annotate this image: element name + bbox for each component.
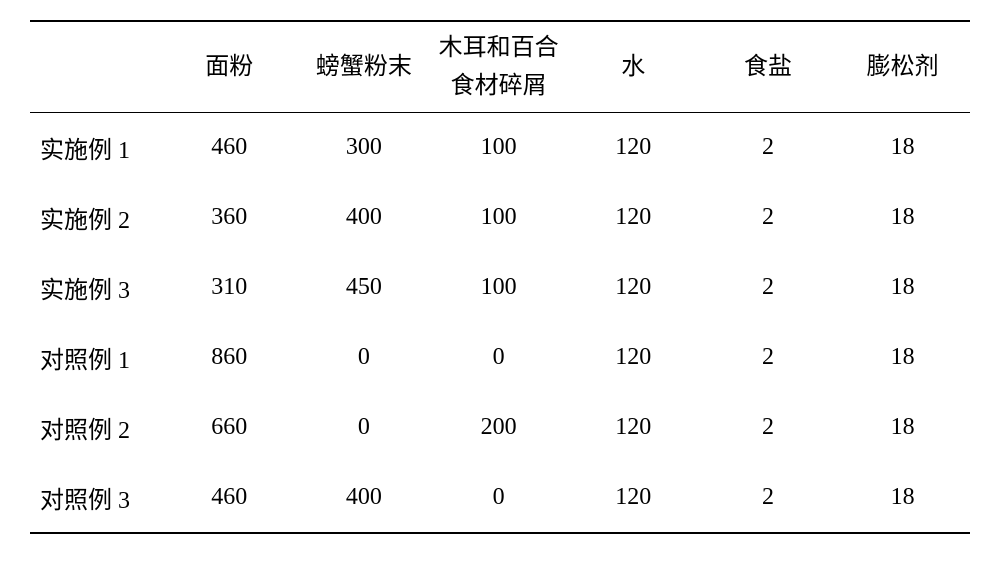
cell-water: 120 [566, 183, 701, 253]
cell-salt: 2 [701, 323, 836, 393]
cell-crab: 400 [297, 463, 432, 533]
header-blank [30, 21, 162, 113]
table-row: 对照例 2 660 0 200 120 2 18 [30, 393, 970, 463]
cell-fungus: 0 [431, 463, 566, 533]
cell-crab: 300 [297, 113, 432, 183]
cell-flour: 660 [162, 393, 297, 463]
cell-fungus: 100 [431, 113, 566, 183]
cell-crab: 0 [297, 393, 432, 463]
ingredient-table-container: 面粉 螃蟹粉末 木耳和百合 食材碎屑 水 食盐 膨松剂 [0, 0, 1000, 576]
cell-salt: 2 [701, 393, 836, 463]
cell-flour: 360 [162, 183, 297, 253]
cell-leaven: 18 [835, 393, 970, 463]
cell-salt: 2 [701, 183, 836, 253]
cell-crab: 400 [297, 183, 432, 253]
header-fungus-line2: 食材碎屑 [451, 73, 547, 99]
header-crab-text: 螃蟹粉末 [316, 54, 412, 80]
header-salt-text: 食盐 [744, 54, 792, 80]
header-fungus-line1: 木耳和百合 [439, 35, 559, 61]
cell-water: 120 [566, 463, 701, 533]
row-label: 对照例 3 [30, 463, 162, 533]
cell-crab: 0 [297, 323, 432, 393]
cell-salt: 2 [701, 113, 836, 183]
cell-flour: 460 [162, 113, 297, 183]
row-label: 对照例 2 [30, 393, 162, 463]
cell-flour: 860 [162, 323, 297, 393]
table-row: 实施例 1 460 300 100 120 2 18 [30, 113, 970, 183]
header-water: 水 [566, 21, 701, 113]
table-row: 对照例 1 860 0 0 120 2 18 [30, 323, 970, 393]
row-label: 实施例 2 [30, 183, 162, 253]
header-salt: 食盐 [701, 21, 836, 113]
cell-water: 120 [566, 253, 701, 323]
header-crab: 螃蟹粉末 [297, 21, 432, 113]
header-leaven: 膨松剂 [835, 21, 970, 113]
cell-fungus: 200 [431, 393, 566, 463]
header-flour: 面粉 [162, 21, 297, 113]
cell-water: 120 [566, 323, 701, 393]
cell-leaven: 18 [835, 463, 970, 533]
cell-salt: 2 [701, 253, 836, 323]
header-row: 面粉 螃蟹粉末 木耳和百合 食材碎屑 水 食盐 膨松剂 [30, 21, 970, 113]
cell-fungus: 0 [431, 323, 566, 393]
cell-water: 120 [566, 113, 701, 183]
row-label: 对照例 1 [30, 323, 162, 393]
ingredient-table: 面粉 螃蟹粉末 木耳和百合 食材碎屑 水 食盐 膨松剂 [30, 20, 970, 534]
table-row: 对照例 3 460 400 0 120 2 18 [30, 463, 970, 533]
cell-fungus: 100 [431, 253, 566, 323]
cell-leaven: 18 [835, 183, 970, 253]
cell-leaven: 18 [835, 253, 970, 323]
cell-fungus: 100 [431, 183, 566, 253]
row-label: 实施例 3 [30, 253, 162, 323]
table-row: 实施例 3 310 450 100 120 2 18 [30, 253, 970, 323]
cell-flour: 460 [162, 463, 297, 533]
header-water-text: 水 [621, 54, 645, 80]
cell-leaven: 18 [835, 323, 970, 393]
header-flour-text: 面粉 [205, 54, 253, 80]
cell-salt: 2 [701, 463, 836, 533]
header-fungus: 木耳和百合 食材碎屑 [431, 21, 566, 113]
cell-leaven: 18 [835, 113, 970, 183]
cell-water: 120 [566, 393, 701, 463]
cell-crab: 450 [297, 253, 432, 323]
header-leaven-text: 膨松剂 [867, 54, 939, 80]
row-label: 实施例 1 [30, 113, 162, 183]
table-row: 实施例 2 360 400 100 120 2 18 [30, 183, 970, 253]
cell-flour: 310 [162, 253, 297, 323]
